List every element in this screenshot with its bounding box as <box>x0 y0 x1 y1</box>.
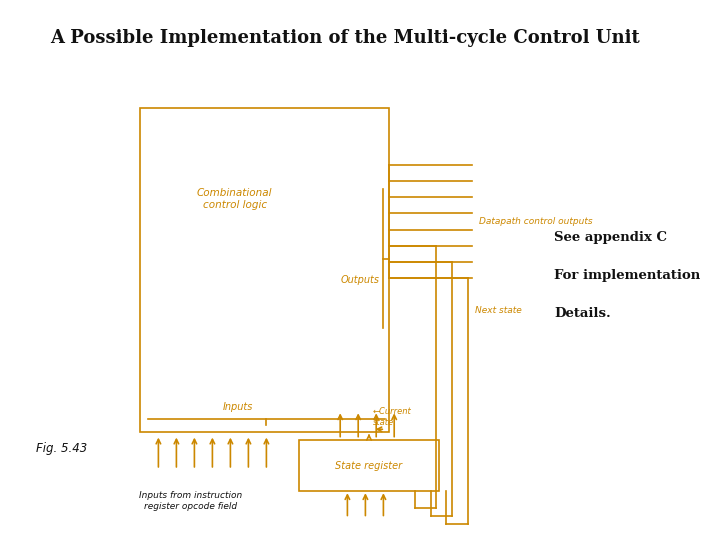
Bar <box>299 440 439 491</box>
Text: Next state: Next state <box>475 306 522 315</box>
Text: Details.: Details. <box>554 307 611 320</box>
Text: Datapath control outputs: Datapath control outputs <box>479 217 593 226</box>
Bar <box>140 108 389 432</box>
Text: ←Current
state: ←Current state <box>373 407 411 427</box>
Text: See appendix C: See appendix C <box>554 231 667 244</box>
Text: Fig. 5.43: Fig. 5.43 <box>36 442 87 455</box>
Text: Combinational
control logic: Combinational control logic <box>197 188 273 210</box>
Text: Outputs: Outputs <box>341 275 379 285</box>
Text: For implementation: For implementation <box>554 269 701 282</box>
Text: State register: State register <box>336 461 402 471</box>
Text: A Possible Implementation of the Multi-cycle Control Unit: A Possible Implementation of the Multi-c… <box>50 29 640 47</box>
Text: Inputs: Inputs <box>222 402 253 411</box>
Text: Inputs from instruction
register opcode field: Inputs from instruction register opcode … <box>139 491 243 511</box>
